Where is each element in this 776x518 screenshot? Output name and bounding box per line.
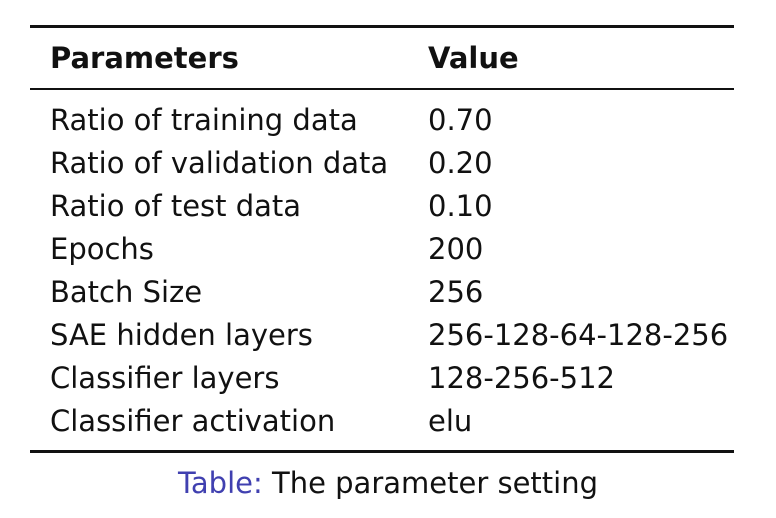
table-header-row: Parameters Value xyxy=(30,28,734,88)
caption-label: Table: xyxy=(178,466,263,500)
value-cell: 256-128-64-128-256 xyxy=(428,317,729,352)
caption-text: The parameter setting xyxy=(271,466,598,500)
table-row: Classifier activation elu xyxy=(30,399,734,442)
parameter-cell: SAE hidden layers xyxy=(50,317,313,352)
table-row: Classifier layers 128-256-512 xyxy=(30,356,734,399)
table-row: Ratio of validation data 0.20 xyxy=(30,141,734,184)
table-caption: Table: The parameter setting xyxy=(0,466,776,500)
value-cell: elu xyxy=(428,403,473,438)
parameter-cell: Ratio of training data xyxy=(50,102,358,137)
top-rule xyxy=(30,25,734,28)
parameter-cell: Epochs xyxy=(50,231,154,266)
header-parameters: Parameters xyxy=(50,41,239,75)
header-value: Value xyxy=(428,41,519,75)
table-row: Batch Size 256 xyxy=(30,270,734,313)
parameter-cell: Classifier layers xyxy=(50,360,280,395)
table-row: Ratio of test data 0.10 xyxy=(30,184,734,227)
value-cell: 0.70 xyxy=(428,102,493,137)
table-row: SAE hidden layers 256-128-64-128-256 xyxy=(30,313,734,356)
table-row: Ratio of training data 0.70 xyxy=(30,98,734,141)
parameter-cell: Batch Size xyxy=(50,274,203,309)
value-cell: 200 xyxy=(428,231,484,266)
value-cell: 0.10 xyxy=(428,188,493,223)
table-row: Epochs 200 xyxy=(30,227,734,270)
parameter-cell: Ratio of validation data xyxy=(50,145,389,180)
value-cell: 256 xyxy=(428,274,484,309)
parameter-cell: Ratio of test data xyxy=(50,188,302,223)
value-cell: 128-256-512 xyxy=(428,360,615,395)
parameter-table: Parameters Value Ratio of training data … xyxy=(30,25,734,453)
value-cell: 0.20 xyxy=(428,145,493,180)
table-body: Ratio of training data 0.70 Ratio of val… xyxy=(30,90,734,450)
bottom-rule xyxy=(30,450,734,453)
header-rule xyxy=(30,88,734,90)
parameter-cell: Classifier activation xyxy=(50,403,336,438)
